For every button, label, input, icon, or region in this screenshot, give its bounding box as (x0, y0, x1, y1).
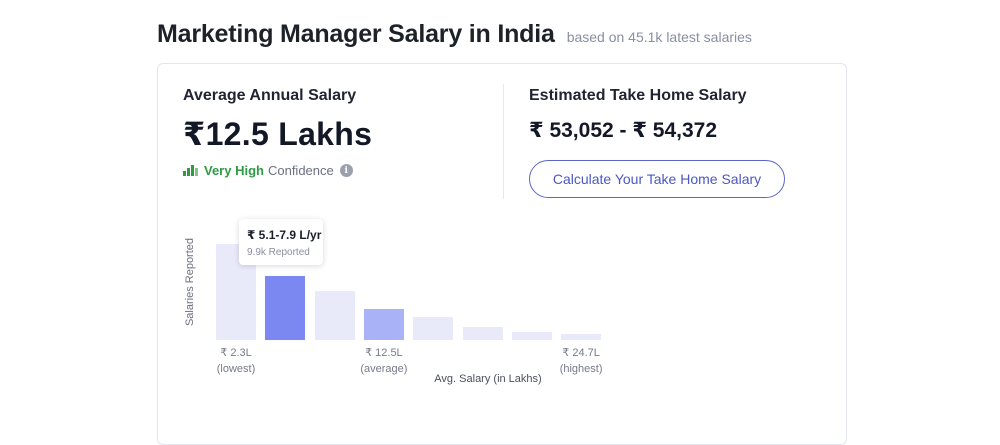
x-tick-label: ₹ 12.5L (average) (344, 345, 424, 377)
salary-card: Average Annual Salary ₹12.5 Lakhs Very H… (157, 63, 847, 445)
histogram-bar[interactable] (363, 309, 404, 340)
calculate-take-home-button[interactable]: Calculate Your Take Home Salary (529, 160, 785, 198)
chart-y-axis-label: Salaries Reported (184, 237, 196, 327)
signal-bars-icon (183, 165, 198, 176)
confidence-indicator: Very High Confidence i (183, 163, 353, 178)
average-salary-value: ₹12.5 Lakhs (183, 116, 373, 152)
x-tick-value: ₹ 12.5L (365, 347, 403, 359)
bar-tooltip: ₹ 5.1-7.9 L/yr 9.9k Reported (239, 219, 323, 265)
take-home-value: ₹ 53,052 - ₹ 54,372 (529, 119, 718, 142)
histogram-bar[interactable] (314, 291, 355, 340)
info-icon[interactable]: i (339, 164, 353, 177)
x-tick-note: (average) (360, 363, 408, 375)
x-tick-note: (lowest) (216, 363, 256, 375)
x-tick-label: ₹ 2.3L (lowest) (196, 345, 276, 377)
histogram-bar[interactable] (265, 276, 306, 340)
x-tick-label: ₹ 24.7L (highest) (541, 345, 621, 377)
histogram-bar[interactable] (511, 332, 552, 340)
confidence-text: Confidence (267, 163, 334, 178)
confidence-level: Very High (204, 163, 264, 178)
column-divider (503, 84, 504, 199)
page-title: Marketing Manager Salary in India (157, 20, 555, 48)
x-tick-note: (highest) (559, 363, 603, 375)
tooltip-count: 9.9k Reported (247, 247, 310, 258)
take-home-label: Estimated Take Home Salary (529, 87, 747, 104)
page-heading: Marketing Manager Salary in India based … (157, 20, 752, 49)
histogram-bar[interactable] (413, 317, 454, 340)
histogram-bar[interactable] (561, 334, 602, 340)
tooltip-range: ₹ 5.1-7.9 L/yr (247, 228, 322, 242)
x-tick-value: ₹ 24.7L (562, 347, 600, 359)
chart-x-axis-label: Avg. Salary (in Lakhs) (434, 373, 542, 385)
x-tick-value: ₹ 2.3L (220, 347, 252, 359)
page-subtitle: based on 45.1k latest salaries (566, 29, 752, 45)
average-salary-label: Average Annual Salary (183, 87, 357, 104)
histogram-bar[interactable] (462, 327, 503, 340)
